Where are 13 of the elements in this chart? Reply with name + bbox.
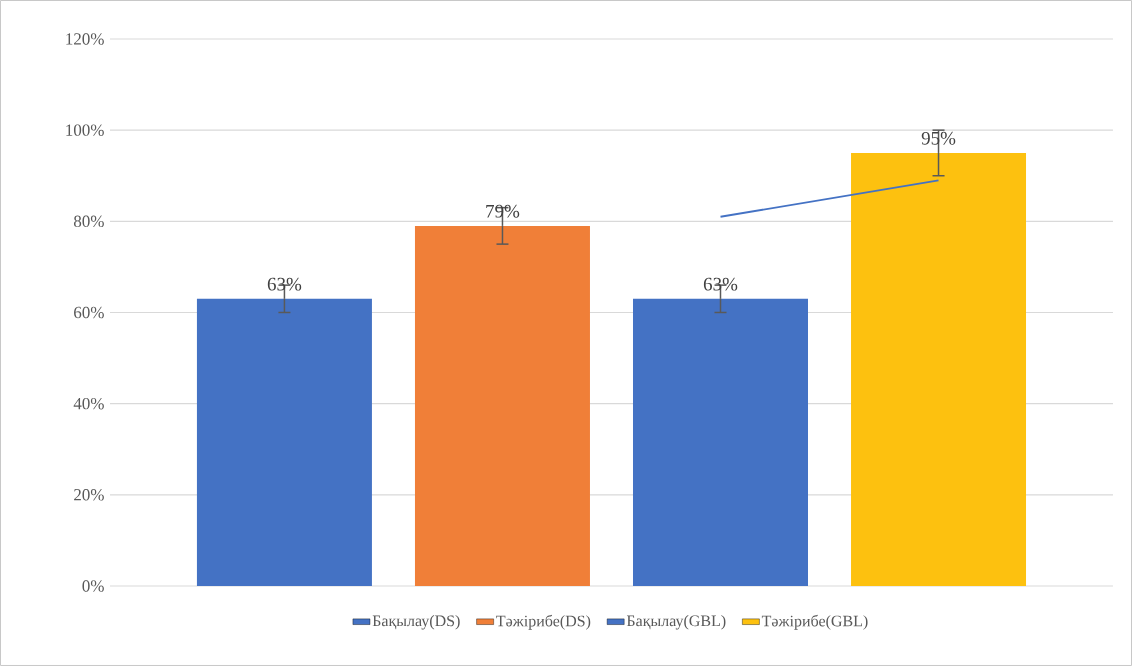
y-tick-label: 80% [73, 215, 104, 228]
data-label: 63% [267, 277, 302, 291]
y-tick-label: 20% [74, 489, 104, 501]
legend-label: Тәжірибе(GBL) [761, 614, 868, 630]
legend-label: Бақылау(DS) [372, 614, 460, 630]
y-tick-label: 60% [74, 306, 104, 319]
y-tick-label: 100% [66, 124, 104, 136]
legend-label: Тәжірибе(DS) [496, 614, 591, 630]
y-tick-label: 120% [66, 33, 104, 45]
y-tick-label: 40% [73, 397, 104, 410]
data-label: 63% [703, 277, 738, 291]
y-tick-label: 0% [82, 580, 104, 592]
legend-label: Бақылау(GBL) [626, 614, 726, 630]
